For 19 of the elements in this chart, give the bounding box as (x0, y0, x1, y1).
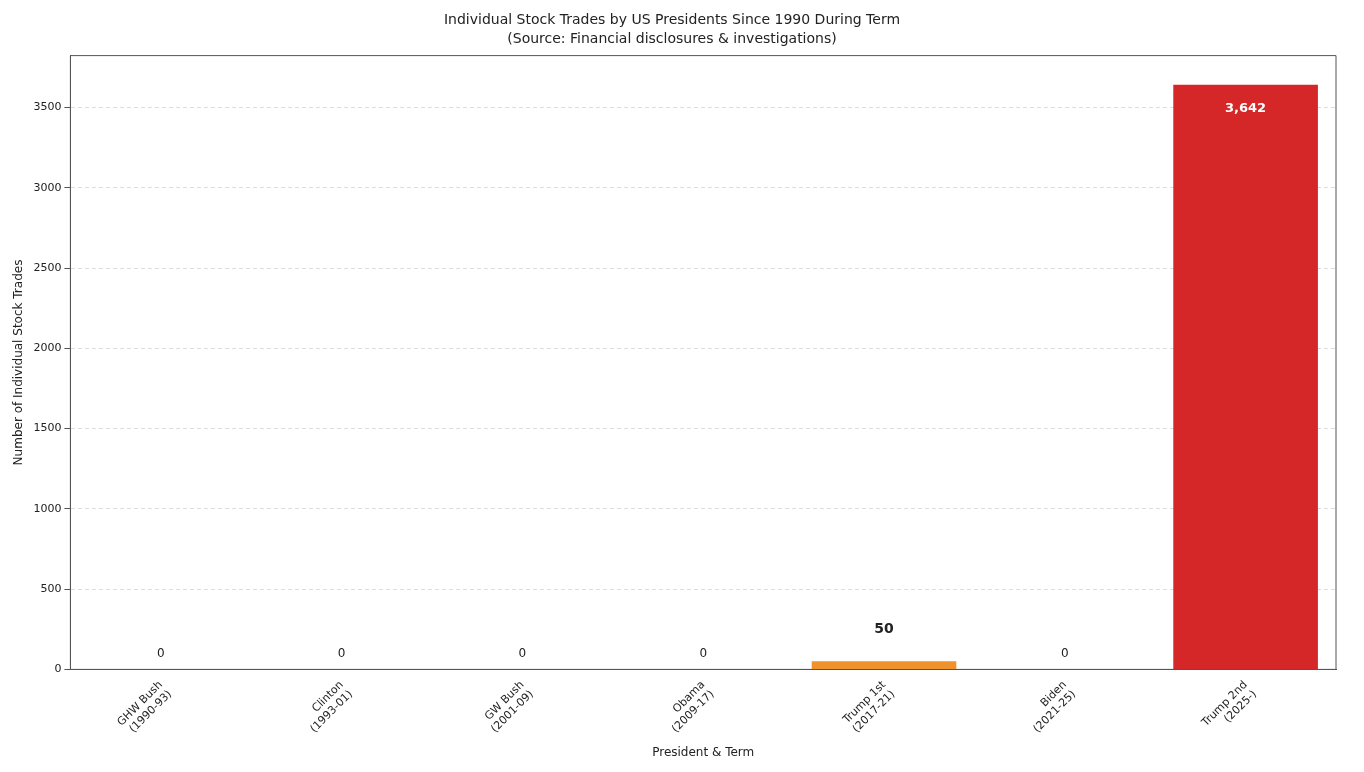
data-label: 0 (337, 645, 346, 660)
y-tick-label: 0 (54, 662, 62, 676)
chart-subtitle: (Source: Financial disclosures & investigations) (507, 29, 837, 46)
data-label: 0 (699, 645, 708, 660)
y-tick-label: 1000 (33, 501, 62, 515)
x-axis-title: President & Term (652, 744, 755, 759)
y-axis-title: Number of Individual Stock Trades (11, 259, 26, 466)
y-tick-label: 2000 (33, 341, 62, 355)
data-label: 0 (1060, 645, 1069, 660)
data-label: 0 (156, 645, 165, 660)
y-tick-label: 500 (40, 582, 62, 595)
y-tick-label: 3500 (33, 100, 62, 114)
data-label: 0 (518, 645, 527, 660)
y-tick-label: 2500 (33, 260, 62, 274)
y-tick-label: 3000 (33, 180, 62, 194)
data-label: 3,642 (1225, 100, 1267, 116)
chart-title: Individual Stock Trades by US Presidents Since 1990 During Term (443, 11, 901, 28)
data-label: 50 (874, 620, 894, 637)
y-tick-label: 1500 (33, 421, 62, 435)
